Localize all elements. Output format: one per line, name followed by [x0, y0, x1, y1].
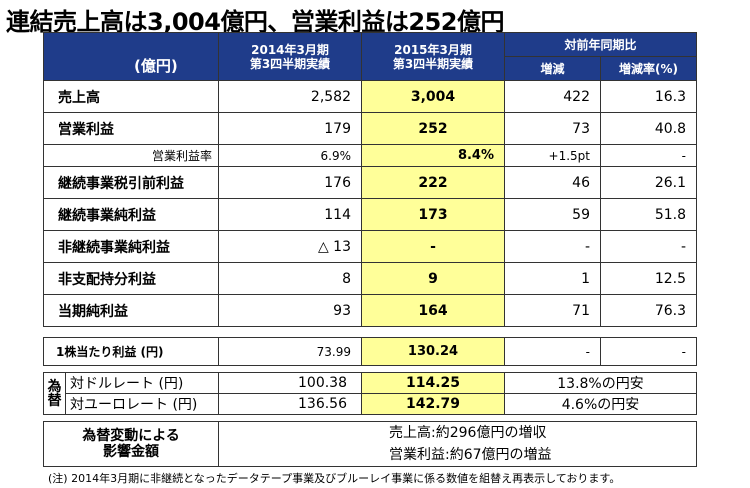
prev-value: 8 — [218, 262, 362, 295]
prev-value: 6.9% — [218, 144, 362, 167]
rate-value: 26.1 — [599, 166, 698, 199]
results-table: (億円) 2014年3月期 第3四半期実績 2015年3月期 第3四半期実績 対… — [43, 32, 698, 327]
diff-value: 422 — [504, 80, 601, 113]
eps-label: 1株当たり利益 (円) — [43, 337, 219, 366]
prev-period-header: 2014年3月期 第3四半期実績 — [218, 32, 362, 81]
impact-label: 為替変動による 影響金額 — [43, 421, 219, 467]
table-row: 営業利益率 6.9% 8.4% +1.5pt - — [43, 144, 698, 167]
curr-value: 8.4% — [361, 144, 505, 167]
row-label: 継続事業純利益 — [43, 198, 219, 231]
rate-value: - — [599, 230, 698, 263]
footnote: (注) 2014年3月期に非継続となったデータテープ事業及びブルーレイ事業に係る… — [48, 472, 621, 485]
rate-value: 12.5 — [599, 262, 698, 295]
rate-value: - — [599, 144, 698, 167]
table-row: 当期純利益 93 164 71 76.3 — [43, 294, 698, 327]
fx-eur-cmp: 4.6%の円安 — [504, 393, 697, 415]
fx-row-usd: 為替 対ドルレート (円) 100.38 114.25 13.8%の円安 — [43, 372, 697, 415]
curr-value: 3,004 — [361, 80, 505, 113]
table-row: 継続事業税引前利益 176 222 46 26.1 — [43, 166, 698, 199]
row-label: 営業利益率 — [43, 144, 219, 167]
row-label: 営業利益 — [43, 112, 219, 145]
rate-header: 増減率(%) — [599, 56, 698, 81]
prev-value: 93 — [218, 294, 362, 327]
table-row: 営業利益 179 252 73 40.8 — [43, 112, 698, 145]
diff-value: +1.5pt — [504, 144, 601, 167]
rate-value: 51.8 — [599, 198, 698, 231]
rate-value: 40.8 — [599, 112, 698, 145]
eps-row: 1株当たり利益 (円) 73.99 130.24 - - — [43, 337, 697, 366]
prev-value: 114 — [218, 198, 362, 231]
diff-value: 59 — [504, 198, 601, 231]
fx-row-eur: 対ユーロレート (円) 136.56 142.79 4.6%の円安 — [44, 393, 697, 415]
diff-header: 増減 — [504, 56, 601, 81]
diff-value: 73 — [504, 112, 601, 145]
table-row: 非継続事業純利益 △ 13 - - - — [43, 230, 698, 263]
eps-table: 1株当たり利益 (円) 73.99 130.24 - - — [43, 337, 697, 366]
unit-header: (億円) — [43, 32, 219, 81]
rate-value: 76.3 — [599, 294, 698, 327]
curr-value: - — [361, 230, 505, 263]
curr-value: 9 — [361, 262, 505, 295]
diff-value: 71 — [504, 294, 601, 327]
diff-value: 1 — [504, 262, 601, 295]
fx-table: 為替 対ドルレート (円) 100.38 114.25 13.8%の円安 対ユー… — [43, 372, 697, 415]
curr-value: 164 — [361, 294, 505, 327]
prev-value: 2,582 — [218, 80, 362, 113]
fx-eur-curr: 142.79 — [361, 393, 505, 415]
curr-value: 252 — [361, 112, 505, 145]
table-row: 継続事業純利益 114 173 59 51.8 — [43, 198, 698, 231]
row-label: 継続事業税引前利益 — [43, 166, 219, 199]
page-title: 連結売上高は3,004億円、営業利益は252億円 — [6, 8, 505, 36]
impact-text: 売上高:約296億円の増収 営業利益:約67億円の増益 — [218, 421, 697, 467]
fx-usd-curr: 114.25 — [361, 372, 505, 394]
fx-usd-cmp: 13.8%の円安 — [504, 372, 697, 394]
diff-value: 46 — [504, 166, 601, 199]
eps-rate: - — [600, 337, 697, 366]
curr-value: 222 — [361, 166, 505, 199]
fx-usd-label: 対ドルレート (円) — [65, 372, 219, 394]
diff-value: - — [504, 230, 601, 263]
yoy-header: 対前年同期比 — [503, 32, 698, 57]
prev-value: △ 13 — [218, 230, 362, 263]
curr-value: 173 — [361, 198, 505, 231]
fx-eur-label: 対ユーロレート (円) — [65, 393, 219, 415]
fx-eur-prev: 136.56 — [218, 393, 362, 415]
fx-impact-table: 為替変動による 影響金額 売上高:約296億円の増収 営業利益:約67億円の増益 — [43, 421, 697, 467]
prev-value: 176 — [218, 166, 362, 199]
row-label: 当期純利益 — [43, 294, 219, 327]
prev-value: 179 — [218, 112, 362, 145]
row-label: 非継続事業純利益 — [43, 230, 219, 263]
row-label: 非支配持分利益 — [43, 262, 219, 295]
rate-value: 16.3 — [599, 80, 698, 113]
eps-curr: 130.24 — [361, 337, 505, 366]
eps-prev: 73.99 — [218, 337, 362, 366]
curr-period-header: 2015年3月期 第3四半期実績 — [361, 32, 505, 81]
row-label: 売上高 — [43, 80, 219, 113]
table-row: 非支配持分利益 8 9 1 12.5 — [43, 262, 698, 295]
table-row: 売上高 2,582 3,004 422 16.3 — [43, 80, 698, 113]
impact-row: 為替変動による 影響金額 売上高:約296億円の増収 営業利益:約67億円の増益 — [43, 421, 697, 467]
fx-usd-prev: 100.38 — [218, 372, 362, 394]
fx-side-label: 為替 — [43, 372, 66, 415]
eps-diff: - — [504, 337, 601, 366]
